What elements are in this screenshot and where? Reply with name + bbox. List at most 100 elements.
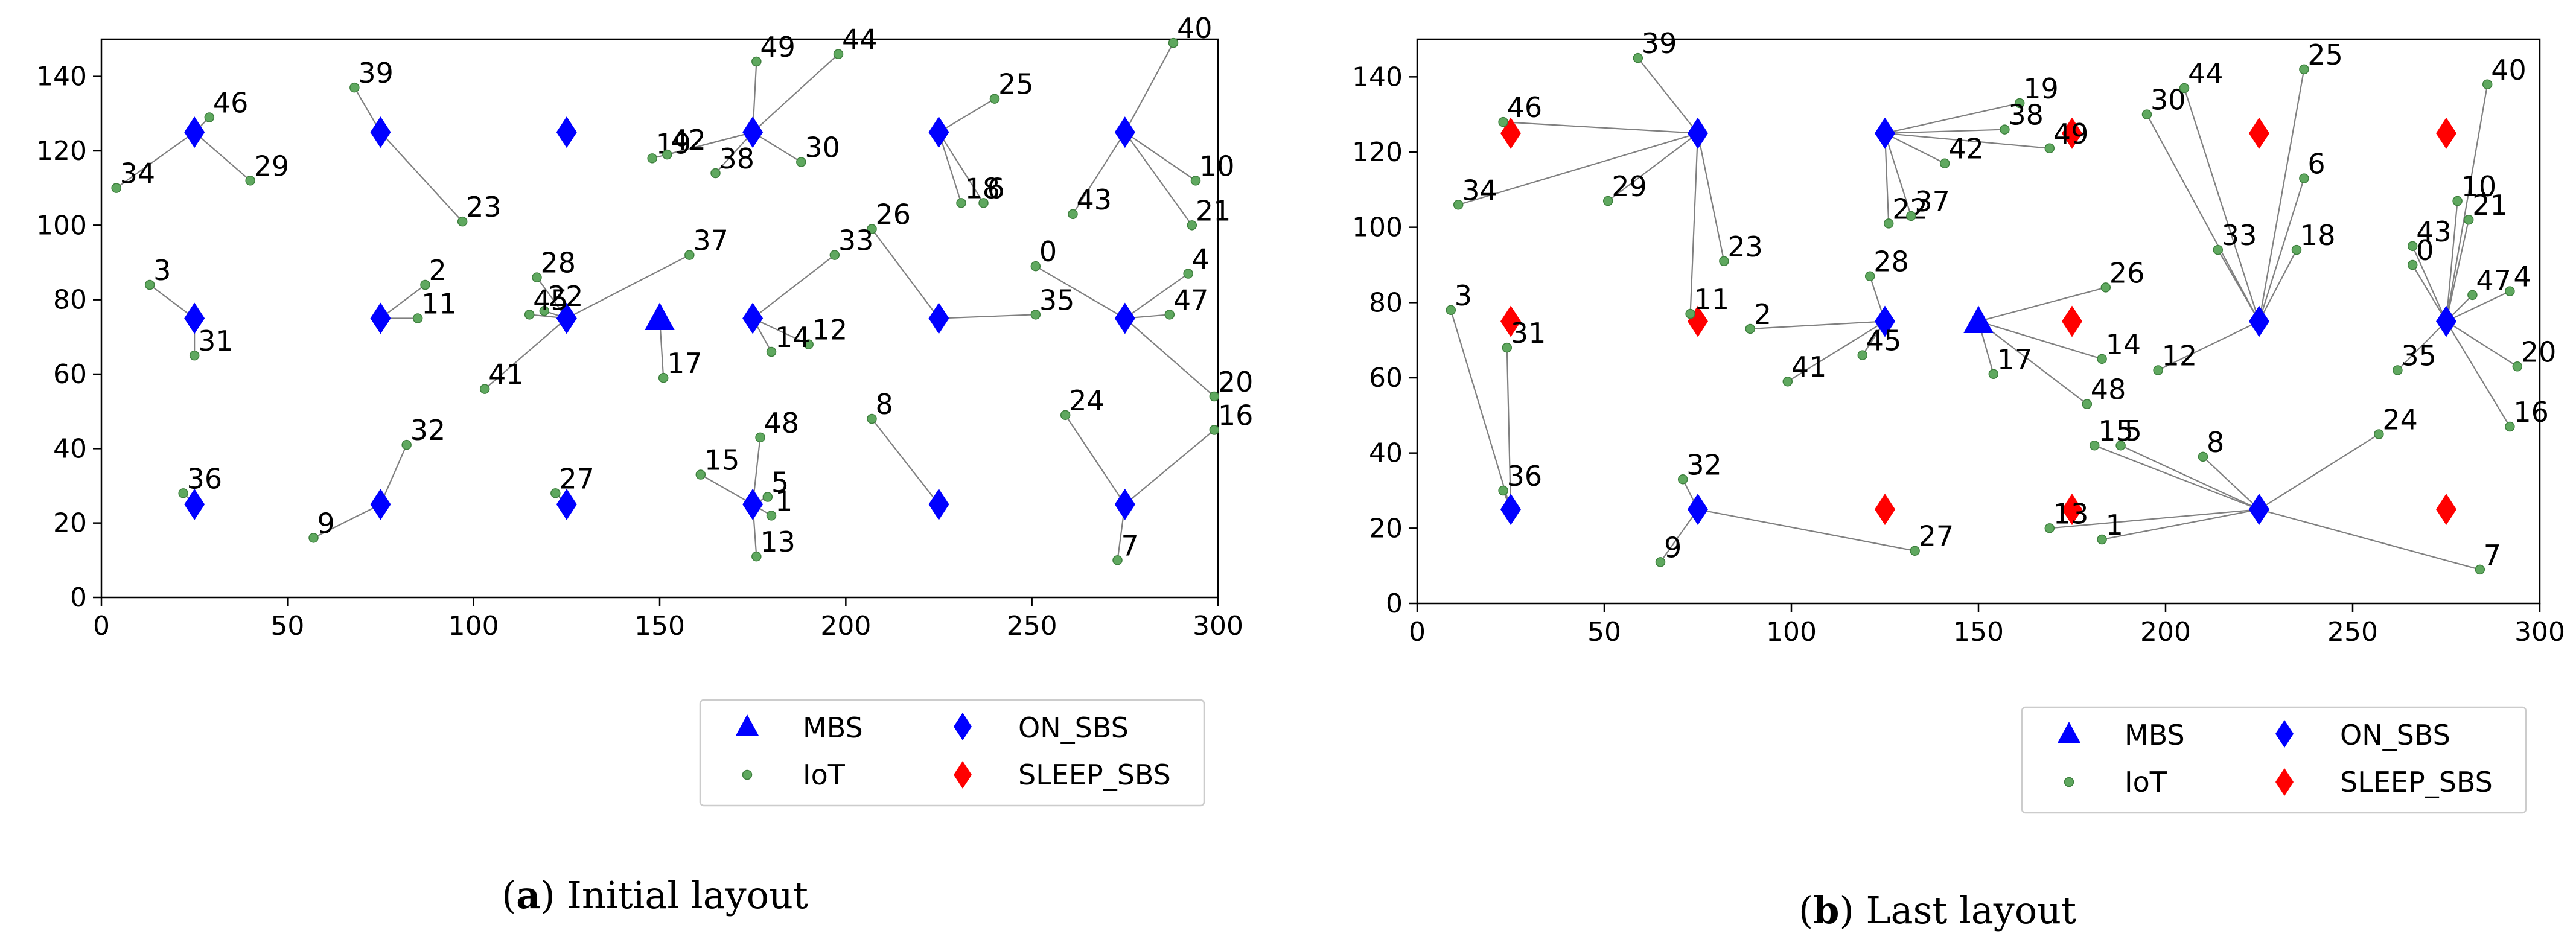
legend-sleep-sbs-label: SLEEP_SBS <box>1018 759 1171 791</box>
iot-label: 13 <box>760 526 795 558</box>
iot-point <box>1446 305 1456 316</box>
on-sbs-marker <box>742 116 764 148</box>
legend-iot-label: IoT <box>2125 766 2167 798</box>
legend: MBS IoT ON_SBS SLEEP_SBS <box>699 699 1205 807</box>
iot-label: 39 <box>358 57 394 89</box>
x-tick-label: 200 <box>2140 617 2191 647</box>
on-sbs-marker <box>928 302 949 334</box>
iot-label: 40 <box>1177 12 1213 45</box>
iot-label: 33 <box>838 224 874 257</box>
iot-label: 15 <box>2098 415 2134 447</box>
iot-point <box>2407 241 2418 252</box>
legend-mbs-marker <box>736 714 759 736</box>
iot-label: 11 <box>1694 283 1730 316</box>
panel-a-initial-layout: 0 50 100 150 200 250 3000204060801001201400123… <box>36 12 1253 807</box>
y-tick-label: 20 <box>1369 513 1403 544</box>
iot-point <box>1112 555 1123 565</box>
y-tick-label: 80 <box>1369 287 1403 318</box>
iot-point <box>867 224 877 234</box>
iot-point <box>1910 546 1920 556</box>
legend-sleep-sbs-marker <box>954 761 972 789</box>
iot-label: 29 <box>1612 170 1647 203</box>
sleep-sbs-marker <box>2249 117 2269 149</box>
association-link <box>1124 132 1196 182</box>
iot-label: 26 <box>2109 256 2145 289</box>
iot-label: 38 <box>2008 99 2044 132</box>
iot-label: 25 <box>2307 39 2343 71</box>
sleep-sbs-marker <box>2062 117 2082 149</box>
iot-point <box>401 439 412 450</box>
y-tick-label: 120 <box>1352 137 1403 168</box>
legend-on-sbs-label: ON_SBS <box>2340 719 2450 751</box>
iot-label: 2 <box>1754 298 1771 331</box>
iot-point <box>2407 259 2418 270</box>
association-link <box>1884 129 2005 134</box>
legend-mbs-marker <box>2058 722 2080 743</box>
iot-point <box>2299 173 2309 183</box>
iot-point <box>1857 350 1868 360</box>
association-link <box>871 228 940 319</box>
iot-point <box>2393 365 2403 375</box>
iot-label: 35 <box>1039 284 1075 316</box>
on-sbs-marker <box>1114 116 1135 148</box>
on-sbs-marker <box>1875 305 1895 337</box>
association-link <box>1787 320 1886 383</box>
iot-point <box>1190 176 1201 186</box>
iot-point <box>2505 421 2515 432</box>
association-link <box>380 132 463 222</box>
association-link <box>1124 273 1189 319</box>
x-tick-label: 150 <box>634 611 685 641</box>
iot-point <box>1906 211 1916 221</box>
association-link <box>2102 509 2260 541</box>
iot-point <box>1498 116 1508 127</box>
iot-label: 36 <box>1507 460 1543 492</box>
iot-point <box>989 94 1000 104</box>
iot-label: 34 <box>1462 174 1497 206</box>
iot-point <box>1183 269 1193 279</box>
iot-point <box>2141 109 2152 119</box>
iot-label: 35 <box>2401 340 2437 372</box>
iot-point <box>2198 451 2208 462</box>
association-link <box>2158 320 2260 371</box>
iot-point <box>1602 196 1613 206</box>
iot-label: 5 <box>771 466 789 499</box>
iot-label: 46 <box>213 87 249 119</box>
iot-point <box>111 183 121 193</box>
iot-label: 13 <box>2053 497 2089 530</box>
association-link <box>484 317 567 390</box>
iot-label: 1 <box>2106 509 2123 541</box>
x-tick-label: 300 <box>2514 617 2565 647</box>
association-link <box>313 503 381 539</box>
association-link <box>2183 87 2260 322</box>
x-tick-label: 250 <box>1007 611 1057 641</box>
association-link <box>2446 290 2510 322</box>
iot-point <box>1633 52 1643 63</box>
legend-on-sbs-label: ON_SBS <box>1018 711 1129 744</box>
iot-label: 40 <box>2491 54 2527 86</box>
on-sbs-marker <box>742 488 764 520</box>
sleep-sbs-marker <box>2436 117 2456 149</box>
sleep-sbs-marker <box>1875 494 1895 526</box>
association-link <box>1978 287 2106 322</box>
association-link <box>1458 132 1698 206</box>
iot-point <box>755 432 765 443</box>
on-sbs-marker <box>184 116 205 148</box>
iot-label: 27 <box>559 462 595 495</box>
iot-label: 10 <box>1199 150 1235 182</box>
association-link <box>1689 133 1699 314</box>
iot-point <box>479 384 490 394</box>
iot-point <box>2482 79 2493 90</box>
association-link <box>1607 132 1698 202</box>
mbs-marker <box>1963 305 1994 333</box>
y-tick-label: 60 <box>53 359 87 390</box>
iot-point <box>751 56 762 67</box>
iot-point <box>1883 218 1894 229</box>
iot-point <box>550 488 561 498</box>
iot-point <box>751 551 762 562</box>
on-sbs-marker <box>2436 305 2456 337</box>
association-link <box>938 98 995 133</box>
iot-label: 1 <box>775 485 792 517</box>
iot-label: 18 <box>2300 219 2336 252</box>
iot-point <box>2044 143 2055 154</box>
